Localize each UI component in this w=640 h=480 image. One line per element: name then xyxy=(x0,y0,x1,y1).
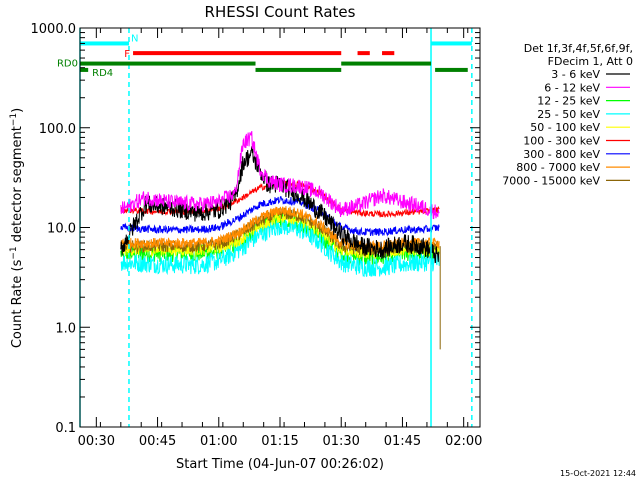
flag-rd0-bar-1 xyxy=(341,61,432,66)
legend-entry-label: 6 - 12 keV xyxy=(544,81,600,94)
x-tick-label: 01:45 xyxy=(384,434,421,449)
x-tick-label: 00:45 xyxy=(139,434,176,449)
series-line-25-50-kev xyxy=(120,217,440,278)
flags-layer: NF RD0 RD4 xyxy=(57,33,472,79)
flag-n-bar-0 xyxy=(80,41,129,46)
y-tick-label: 10.0 xyxy=(47,222,76,237)
legend-header-line-2: FDecim 1, Att 0 xyxy=(548,55,633,68)
legend-entry-label: 25 - 50 keV xyxy=(537,108,600,121)
y-axis-title-end: ) xyxy=(10,108,25,113)
series-line-6-12-kev xyxy=(120,131,440,220)
y-axis-title-main: Count Rate (s xyxy=(10,259,25,348)
flag-rd4-bar-0 xyxy=(80,67,89,72)
flag-f-bar-0 xyxy=(133,51,342,56)
flag-label-rd0: RD0 xyxy=(57,59,78,70)
y-axis-title-sup2: −1 xyxy=(9,113,19,126)
y-axis-title-sup1: −1 xyxy=(9,246,19,259)
x-tick-label: 00:30 xyxy=(78,434,115,449)
flag-f-bar-1 xyxy=(357,51,370,56)
series-line-300-800-kev xyxy=(120,195,440,237)
y-axis-title-mid: detector segment xyxy=(10,126,25,246)
flag-label-n: N xyxy=(131,33,138,44)
x-axis: 00:30 00:45 01:00 01:15 01:30 01:45 02:00 xyxy=(78,28,482,449)
legend-entry-label: 300 - 800 keV xyxy=(523,148,600,161)
flag-label-rd4: RD4 xyxy=(92,68,113,79)
y-tick-label: 0.1 xyxy=(55,421,76,436)
y-tick-label: 1000.0 xyxy=(31,22,77,37)
x-tick-label: 01:00 xyxy=(200,434,237,449)
flag-n-bar-1 xyxy=(431,41,472,46)
legend-header-line-1: Det 1f,3f,4f,5f,6f,9f, xyxy=(524,42,633,55)
flag-label-f: F xyxy=(124,49,130,60)
footer-timestamp: 15-Oct-2021 12:44 xyxy=(560,469,636,478)
x-tick-label: 02:00 xyxy=(445,434,482,449)
x-tick-label: 01:15 xyxy=(261,434,298,449)
flag-rd4-bar-2 xyxy=(435,67,468,72)
flag-rd4-bar-1 xyxy=(255,67,342,72)
legend-entry-label: 50 - 100 keV xyxy=(530,121,600,134)
y-axis-title: Count Rate (s−1 detector segment−1) xyxy=(9,108,25,348)
legend-entry-label: 12 - 25 keV xyxy=(537,95,600,108)
legend-entry-label: 7000 - 15000 keV xyxy=(502,174,600,187)
legend: Det 1f,3f,4f,5f,6f,9f, FDecim 1, Att 0 3… xyxy=(502,42,633,187)
chart-title: RHESSI Count Rates xyxy=(205,3,356,21)
legend-entry-label: 3 - 6 keV xyxy=(551,68,600,81)
legend-entry-label: 800 - 7000 keV xyxy=(516,161,600,174)
legend-entry-label: 100 - 300 keV xyxy=(523,135,600,148)
y-tick-label: 1.0 xyxy=(55,321,76,336)
x-tick-label: 01:30 xyxy=(322,434,359,449)
series-layer xyxy=(120,131,441,350)
x-axis-title: Start Time (04-Jun-07 00:26:02) xyxy=(176,457,384,472)
flag-rd0-bar-0 xyxy=(80,61,256,66)
y-axis: 0.1 1.0 10.0 100.0 1000.0 xyxy=(31,22,480,436)
y-tick-label: 100.0 xyxy=(39,122,76,137)
flag-f-bar-2 xyxy=(382,51,395,56)
